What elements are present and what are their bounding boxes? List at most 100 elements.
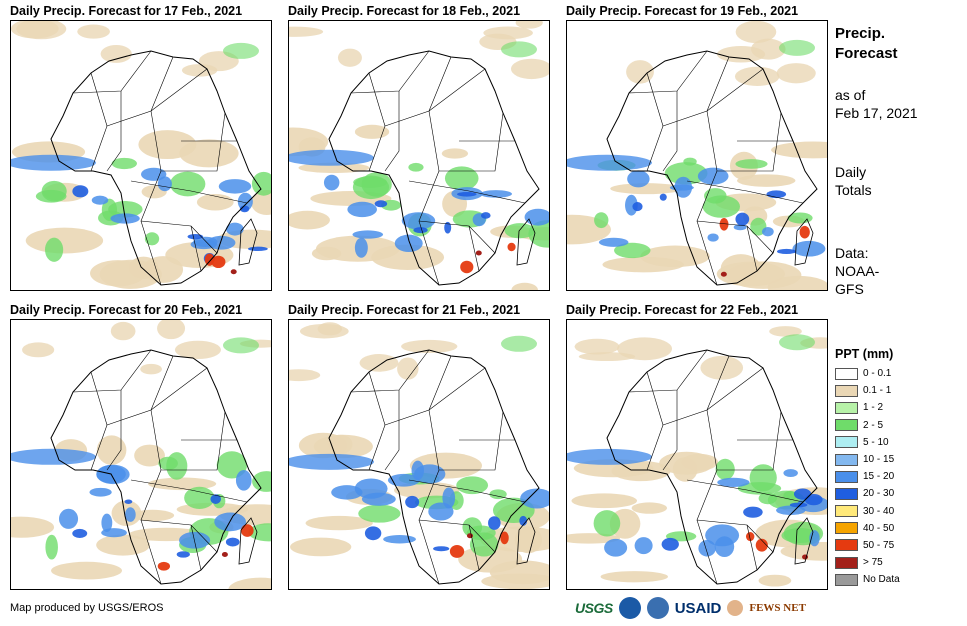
precip-area (371, 244, 445, 270)
country-border (428, 68, 486, 112)
precip-area (289, 26, 324, 37)
precip-area (77, 24, 110, 39)
africa-map (289, 322, 549, 589)
precip-area (456, 476, 489, 495)
country-border (90, 125, 108, 172)
precip-area (352, 175, 390, 200)
country-border (706, 68, 764, 112)
country-border (350, 50, 430, 94)
precip-area (141, 167, 167, 181)
precip-area (174, 340, 222, 360)
country-border (746, 225, 758, 272)
madagascar-outline (794, 517, 814, 565)
country-border (384, 390, 400, 471)
precip-area (144, 232, 160, 246)
precip-area (567, 154, 652, 171)
legend-swatch (835, 470, 858, 483)
country-border (646, 355, 730, 426)
country-border (130, 479, 248, 503)
precip-area (130, 509, 175, 522)
precip-area (289, 210, 330, 230)
precip-area (480, 212, 491, 219)
precip-area (625, 194, 638, 216)
totals-line1: Daily (835, 164, 867, 180)
legend-label: 20 - 30 (863, 488, 895, 500)
precip-area (359, 354, 399, 372)
precip-area (475, 250, 482, 256)
country-border (150, 409, 162, 471)
precip-area (705, 524, 740, 547)
precip-area (749, 464, 777, 492)
precip-area (347, 201, 377, 218)
precip-area (632, 202, 643, 212)
precip-area (101, 528, 127, 538)
fews-net-emblem-icon (727, 600, 744, 616)
madagascar-outline (794, 218, 814, 266)
africa-map (567, 326, 827, 587)
country-border (686, 180, 804, 204)
precip-area (305, 515, 373, 531)
precip-area (745, 532, 755, 542)
precip-area (237, 192, 253, 211)
precip-area (809, 530, 820, 547)
as-of-label: as of (835, 87, 866, 103)
precip-area (111, 157, 137, 170)
legend-swatch (835, 522, 858, 535)
country-border (696, 469, 774, 553)
country-border (662, 91, 678, 172)
precip-area (91, 195, 109, 205)
precip-area (401, 212, 436, 230)
precip-area (248, 523, 271, 542)
source-line2: NOAA- (835, 263, 880, 279)
africa-map (11, 21, 271, 289)
country-border (746, 524, 758, 571)
country-border (90, 56, 174, 127)
legend-swatch (835, 384, 858, 397)
precip-area (520, 488, 549, 509)
precip-area (364, 526, 382, 541)
precip-area (100, 44, 132, 63)
country-border (696, 220, 718, 286)
legend-label: 2 - 5 (863, 419, 884, 431)
legend-label: 30 - 40 (863, 505, 895, 517)
precip-area (405, 495, 420, 509)
source-line3: GFS (835, 281, 864, 297)
precip-area (96, 435, 127, 465)
precip-area (567, 448, 652, 465)
precip-area (511, 282, 539, 290)
forecast-panel-6: Daily Precip. Forecast for 22 Feb., 2021 (566, 302, 828, 590)
precip-area (698, 539, 716, 557)
precip-map (566, 319, 828, 590)
country-border (150, 110, 162, 172)
africa-map (567, 21, 827, 290)
precip-area (11, 154, 96, 171)
precip-area (799, 225, 810, 239)
precip-area (771, 141, 827, 159)
precip-area (72, 528, 88, 538)
precip-area (235, 469, 252, 491)
legend-swatch (835, 401, 858, 414)
country-border (428, 367, 486, 411)
country-border (418, 170, 496, 254)
country-border (468, 524, 480, 571)
precip-area (783, 469, 798, 477)
legend-item: 1 - 2 (835, 399, 955, 416)
precip-area (793, 488, 812, 500)
legend-item: 5 - 10 (835, 434, 955, 451)
legend-label: 0.1 - 1 (863, 385, 892, 397)
precip-area (110, 321, 136, 341)
fews-net-logo: FEWS NET (749, 602, 806, 614)
precip-area (500, 531, 509, 545)
precip-area (134, 444, 165, 467)
legend-swatch (835, 505, 858, 518)
precip-area (433, 546, 450, 552)
precip-map (288, 20, 550, 291)
precip-area (89, 487, 112, 497)
data-source: Data: NOAA- GFS (835, 244, 879, 298)
precip-area (138, 130, 197, 160)
precip-area (45, 534, 58, 560)
legend-label: 1 - 2 (863, 402, 884, 414)
precip-area (787, 212, 813, 224)
precip-area (184, 486, 215, 509)
precip-area (627, 170, 650, 188)
